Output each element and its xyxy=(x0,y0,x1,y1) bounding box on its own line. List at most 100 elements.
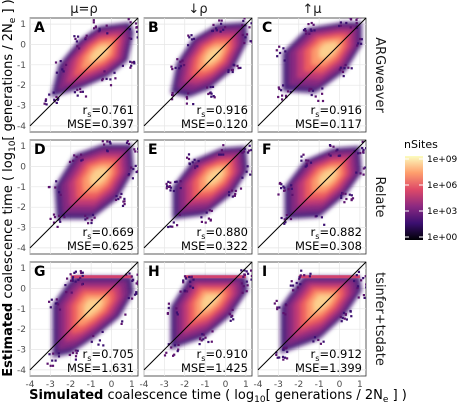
heatmap-cell xyxy=(69,273,72,276)
y-tick-label: -2 xyxy=(17,81,26,91)
heatmap-cell xyxy=(120,192,123,195)
heatmap-cell xyxy=(168,185,171,188)
heatmap-cell xyxy=(369,45,371,47)
heatmap-cell xyxy=(310,21,313,25)
x-tick-label: -3 xyxy=(46,380,55,390)
heatmap-cell xyxy=(228,191,231,194)
heatmap-cell xyxy=(284,221,287,224)
heatmap-cell xyxy=(176,350,179,353)
identity-line xyxy=(143,261,253,371)
heatmap-cell xyxy=(93,216,96,219)
x-tick-label: 0 xyxy=(337,380,343,390)
heatmap-cell xyxy=(53,98,56,101)
legend: nSites 1e+09 1e+06 1e+03 1e+00 xyxy=(404,138,458,243)
heatmap-cell xyxy=(207,92,210,96)
heatmap-cell xyxy=(355,18,358,22)
heatmap-cell xyxy=(279,51,282,55)
heatmap-cell xyxy=(246,165,249,168)
heatmap-cell xyxy=(106,140,109,143)
correlation-label: rs=0.669 xyxy=(83,225,134,241)
heatmap-cell xyxy=(286,90,290,93)
heatmap-cell xyxy=(165,185,169,188)
heatmap-cell xyxy=(310,29,313,32)
heatmap-cell xyxy=(360,42,363,45)
heatmap-cell xyxy=(253,41,255,43)
heatmap-cell xyxy=(187,34,190,37)
heatmap-cell xyxy=(210,92,213,95)
heatmap-cell xyxy=(236,64,239,67)
heatmap-cell xyxy=(356,286,359,290)
heatmap-cell xyxy=(98,27,101,30)
heatmap-cell xyxy=(285,217,288,220)
heatmap-cell xyxy=(366,28,368,30)
heatmap-cell xyxy=(105,24,108,27)
heatmap-cell xyxy=(55,298,58,301)
heatmap-cell xyxy=(250,22,252,25)
heatmap-cell xyxy=(351,197,355,200)
heatmap-cell xyxy=(285,304,288,307)
heatmap-cell xyxy=(49,217,52,220)
heatmap-cell xyxy=(279,181,282,185)
heatmap-cell xyxy=(290,184,293,187)
heatmap-cell xyxy=(174,66,177,69)
heatmap-cell xyxy=(74,358,77,361)
heatmap-cell xyxy=(176,58,179,61)
heatmap-cell xyxy=(128,272,131,275)
heatmap-cell xyxy=(121,64,124,67)
heatmap-cell xyxy=(44,99,47,102)
heatmap-cell xyxy=(178,67,181,70)
heatmap-cell xyxy=(65,63,68,66)
heatmap-cell xyxy=(76,45,79,48)
y-tick-label: -3 xyxy=(17,346,26,356)
heatmap-cell xyxy=(245,270,248,273)
heatmap-cell xyxy=(349,26,352,29)
heatmap-cell xyxy=(68,160,72,163)
heatmap-cell xyxy=(246,151,250,154)
heatmap-cell xyxy=(355,26,358,29)
heatmap-cell xyxy=(81,90,84,93)
heatmap-cell xyxy=(208,209,211,212)
heatmap-cell xyxy=(165,182,168,185)
heatmap-cell xyxy=(62,70,65,73)
heatmap-cell xyxy=(220,19,223,22)
heatmap-cell xyxy=(302,153,305,156)
heatmap-cell xyxy=(44,98,48,101)
heatmap-cell xyxy=(138,290,140,292)
y-tick-label: -3 xyxy=(17,224,26,234)
heatmap-cell xyxy=(128,37,131,40)
heatmap-cell xyxy=(362,294,365,297)
heatmap-cell xyxy=(228,194,231,197)
heatmap-cell xyxy=(92,21,95,24)
heatmap-cell xyxy=(302,29,306,32)
heatmap-cell xyxy=(313,29,316,32)
heatmap-cell xyxy=(300,269,303,272)
heatmap-cell xyxy=(167,225,170,229)
heatmap-cell xyxy=(113,71,116,74)
heatmap-cell xyxy=(192,103,195,106)
x-tick-label: 0 xyxy=(223,380,229,390)
heatmap-cell xyxy=(243,147,246,150)
heatmap-cell xyxy=(131,61,134,64)
heatmap-cell xyxy=(79,276,82,279)
heatmap-cell xyxy=(339,21,342,24)
heatmap-cell xyxy=(282,84,285,87)
x-axis-title: Simulated coalescence time ( log10[ gene… xyxy=(29,388,407,405)
heatmap-cell xyxy=(311,89,315,92)
heatmap-cell xyxy=(52,352,55,355)
heatmap-cell xyxy=(284,313,287,316)
y-tick-label: 0 xyxy=(20,162,26,172)
heatmap-cell xyxy=(339,66,342,69)
x-tick-label: -2 xyxy=(180,380,189,390)
heatmap-cell xyxy=(193,158,196,161)
heatmap-cell xyxy=(194,165,197,168)
heatmap-cell xyxy=(179,187,182,190)
heatmap-cell xyxy=(315,214,318,218)
heatmap-cell xyxy=(136,170,138,173)
heatmap-cell xyxy=(222,28,225,31)
heatmap-cell xyxy=(74,349,77,352)
heatmap-cell xyxy=(309,28,312,31)
heatmap-cell xyxy=(209,91,212,94)
